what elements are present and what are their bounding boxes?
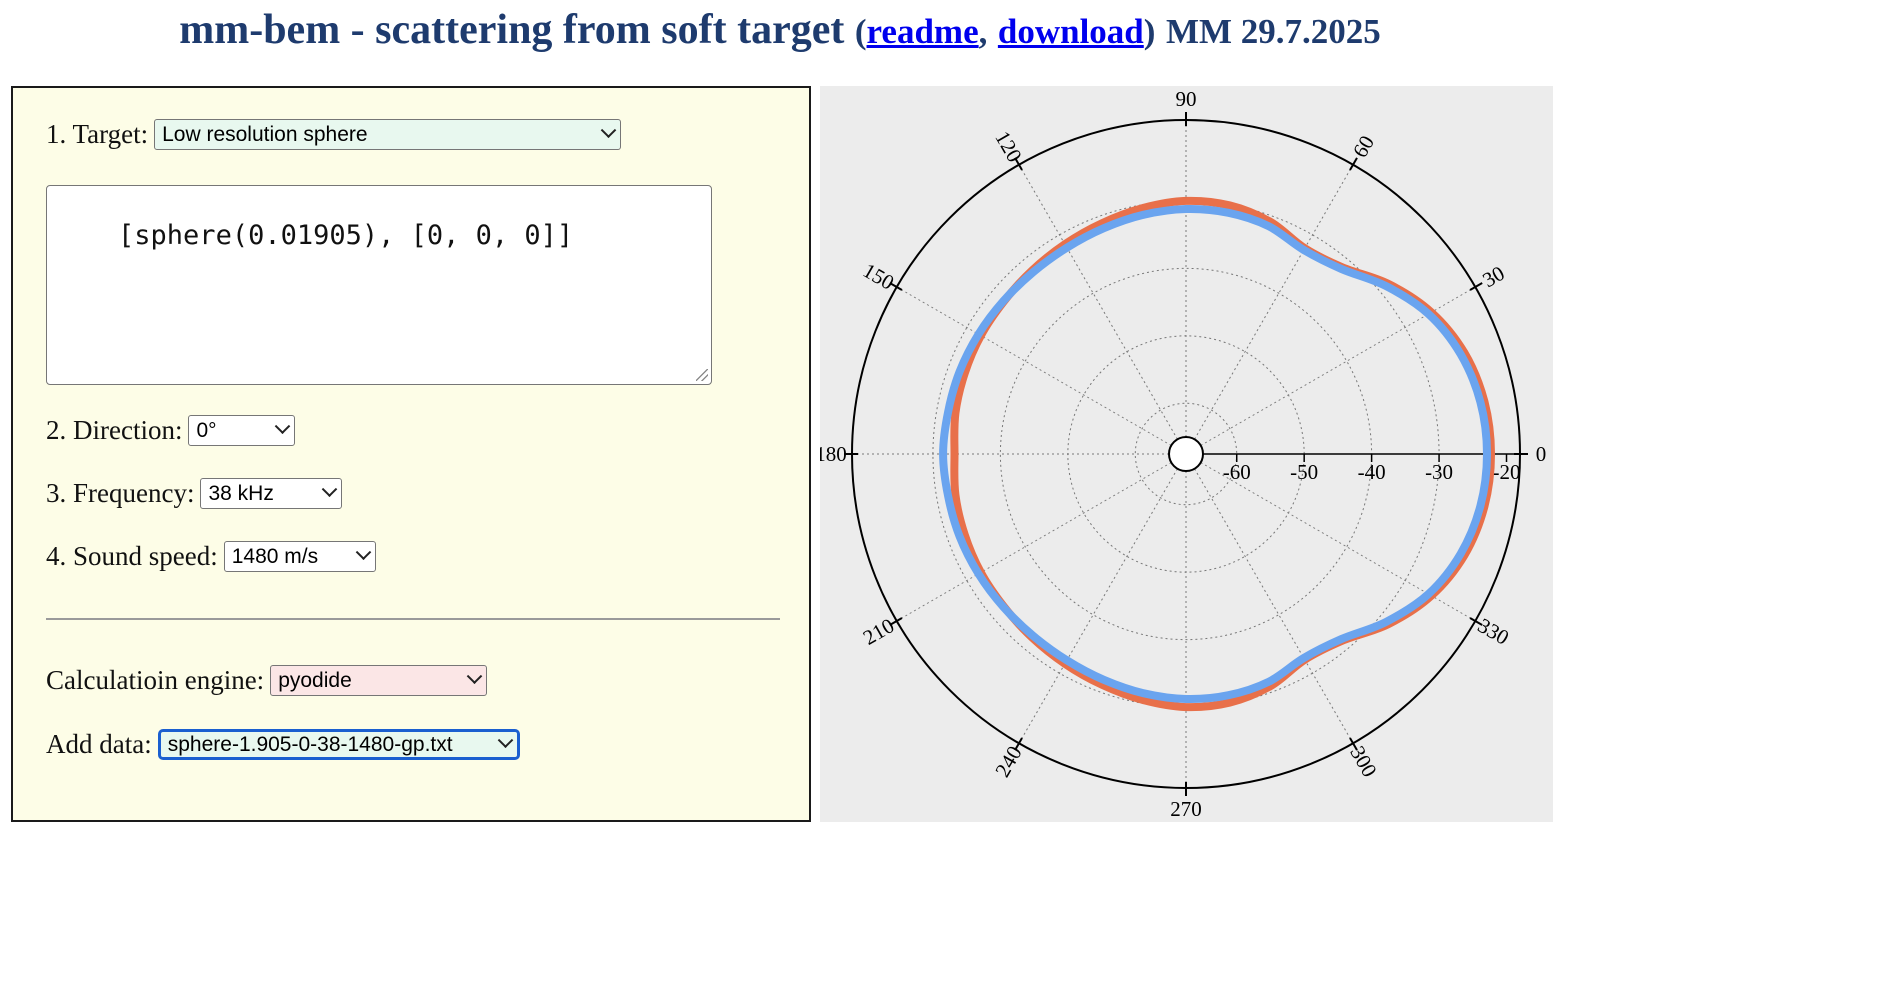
angular-tick-mark (889, 282, 903, 291)
target-row: 1. Target: Low resolution sphere (46, 119, 622, 150)
direction-row: 2. Direction: 0° (46, 415, 296, 446)
engine-label: Calculatioin engine: (46, 665, 265, 695)
target-definition-text: [sphere(0.01905), [0, 0, 0]] (118, 220, 574, 251)
angular-tick-label: 240 (990, 742, 1027, 781)
title-paren-close: ) (1143, 12, 1156, 51)
direction-label: 2. Direction: (46, 415, 183, 445)
title-text: mm-bem - scattering from soft target (179, 7, 845, 53)
chevron-down-icon (322, 481, 338, 498)
direction-select[interactable]: 0° (188, 415, 296, 446)
angular-tick-label: 150 (859, 258, 898, 295)
angular-tick-label: 90 (1176, 87, 1197, 111)
polar-plot: 0 30 60 90 120 150 180 210 240 270 300 330 -60 -50 -40… (820, 87, 1547, 821)
sound-speed-select[interactable]: 1480 m/s (223, 541, 376, 572)
add-data-select-value: sphere-1.905-0-38-1480-gp.txt (167, 732, 453, 756)
sound-speed-label: 4. Sound speed: (46, 541, 218, 571)
angular-tick-label: 60 (1348, 131, 1379, 161)
engine-select-value: pyodide (278, 668, 352, 692)
controls-panel: 1. Target: Low resolution sphere [sphere… (11, 86, 811, 822)
angular-tick-label: 270 (1170, 797, 1202, 821)
radial-tick-label: -60 (1223, 460, 1251, 484)
radial-tick-label: -20 (1493, 460, 1521, 484)
direction-select-value: 0° (196, 418, 217, 442)
title-paren-open: ( (854, 12, 867, 51)
angular-tick-label: 300 (1345, 742, 1382, 781)
download-link[interactable]: download (997, 12, 1144, 51)
series-line-2 (939, 204, 1491, 704)
engine-select[interactable]: pyodide (270, 665, 488, 696)
chevron-down-icon (497, 732, 514, 749)
frequency-select-value: 38 kHz (208, 481, 274, 505)
angular-tick-mark (1469, 617, 1483, 626)
chevron-down-icon (600, 122, 617, 139)
target-select-value: Low resolution sphere (162, 122, 368, 146)
angular-tick-label: 120 (990, 127, 1027, 166)
polar-plot-panel: 0 30 60 90 120 150 180 210 240 270 300 330 -60 -50 -40… (820, 86, 1553, 822)
polar-center-circle (1168, 436, 1204, 472)
chevron-down-icon (275, 418, 291, 435)
angular-grid-line (896, 462, 1172, 622)
angular-tick-mark (1349, 737, 1358, 751)
radial-tick-label: -50 (1290, 460, 1318, 484)
divider (46, 618, 780, 620)
add-data-row: Add data: sphere-1.905-0-38-1480-gp.txt (46, 729, 520, 760)
radial-tick-label: -40 (1358, 460, 1386, 484)
angular-tick-label: 0 (1536, 442, 1547, 466)
frequency-label: 3. Frequency: (46, 478, 195, 508)
angular-tick-mark (1349, 157, 1358, 171)
author-date: MM 29.7.2025 (1165, 12, 1381, 51)
sound-speed-row: 4. Sound speed: 1480 m/s (46, 541, 376, 572)
target-definition-textarea[interactable]: [sphere(0.01905), [0, 0, 0]] (46, 185, 712, 385)
angular-tick-mark (889, 617, 903, 626)
frequency-select[interactable]: 38 kHz (200, 478, 343, 509)
readme-link[interactable]: readme (866, 12, 979, 51)
radial-tick-label: -30 (1425, 460, 1453, 484)
angular-tick-label: 330 (1474, 613, 1513, 650)
resize-grip-icon[interactable] (696, 369, 708, 381)
angular-tick-mark (1014, 157, 1023, 171)
target-label: 1. Target: (46, 119, 149, 149)
add-data-select[interactable]: sphere-1.905-0-38-1480-gp.txt (157, 729, 520, 760)
chevron-down-icon (355, 544, 372, 561)
page-title: mm-bem - scattering from soft target (re… (0, 2, 1560, 60)
engine-row: Calculatioin engine: pyodide (46, 665, 488, 696)
add-data-label: Add data: (46, 729, 152, 759)
title-comma: , (978, 12, 988, 51)
target-select[interactable]: Low resolution sphere (154, 119, 622, 150)
angular-tick-label: 180 (820, 442, 847, 466)
angular-tick-label: 210 (859, 613, 898, 650)
sound-speed-select-value: 1480 m/s (231, 544, 319, 568)
angular-tick-mark (1014, 737, 1023, 751)
frequency-row: 3. Frequency: 38 kHz (46, 478, 343, 509)
chevron-down-icon (466, 668, 483, 685)
angular-grid-line (896, 286, 1172, 446)
angular-tick-label: 30 (1478, 261, 1508, 292)
angular-tick-mark (1469, 282, 1483, 291)
